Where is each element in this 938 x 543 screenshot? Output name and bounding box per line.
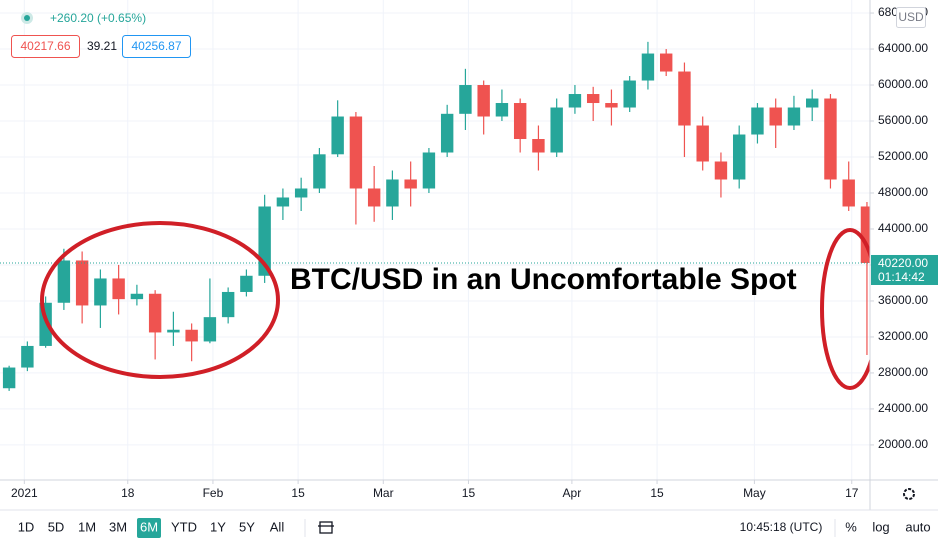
y-tick-label: 60000.00 <box>878 77 928 91</box>
x-tick-label: 15 <box>650 486 664 500</box>
candle-body <box>678 71 691 126</box>
currency: USD <box>898 10 924 24</box>
candle-body <box>422 152 436 189</box>
candle-body <box>623 80 636 108</box>
x-tick-label: Feb <box>203 486 224 500</box>
candle-body <box>185 329 198 342</box>
annotation-title: BTC/USD in an Uncomfortable Spot <box>290 263 797 296</box>
x-tick-label: Mar <box>373 486 394 500</box>
candle-body <box>532 139 545 153</box>
range-button[interactable]: 1M <box>78 519 96 534</box>
candle-body <box>386 179 399 207</box>
y-tick-label: 32000.00 <box>878 329 928 343</box>
candle-body <box>75 260 89 306</box>
candle-body <box>221 291 235 318</box>
range-button[interactable]: 1Y <box>210 519 226 534</box>
auto-toggle[interactable]: auto <box>905 519 930 534</box>
range-selected-bg <box>137 518 161 538</box>
range-button[interactable]: All <box>270 519 285 534</box>
candle-body <box>696 125 709 162</box>
x-tick-label: 18 <box>121 486 135 500</box>
candle-body <box>787 107 801 126</box>
candle-body <box>751 107 764 135</box>
candle-body <box>276 197 290 207</box>
candle-body <box>367 188 381 207</box>
candle-body <box>659 53 673 72</box>
candle-body <box>495 103 509 117</box>
currency-box[interactable] <box>896 7 926 28</box>
x-tick-label: 15 <box>462 486 476 500</box>
range-button[interactable]: 5D <box>48 519 65 534</box>
percent-toggle[interactable]: % <box>845 519 857 534</box>
log-toggle[interactable]: log <box>872 519 889 534</box>
x-tick-label: May <box>743 486 766 500</box>
price-change: +260.20 (+0.65%) <box>50 11 146 25</box>
y-tick-label: 48000.00 <box>878 185 928 199</box>
candle-body <box>732 134 746 180</box>
bid-price: 40217.66 <box>20 39 70 53</box>
range-button[interactable]: 1D <box>18 519 35 534</box>
candle-body <box>240 275 253 292</box>
candle-body <box>586 94 600 104</box>
candle-body <box>568 94 582 108</box>
ask-box[interactable] <box>122 35 191 58</box>
candle-body <box>805 98 819 108</box>
range-button[interactable]: 3M <box>109 519 127 534</box>
x-tick-label: Apr <box>563 486 582 500</box>
price-label: 40220.00 <box>878 256 928 270</box>
y-tick-label: 28000.00 <box>878 365 928 379</box>
candle-body <box>21 345 34 368</box>
x-tick-label: 2021 <box>11 486 38 500</box>
x-tick-label: 15 <box>291 486 305 500</box>
candle-body <box>130 293 144 300</box>
spread: 39.21 <box>87 39 117 53</box>
candle-body <box>513 103 527 140</box>
y-tick-label: 44000.00 <box>878 221 928 235</box>
candle-body <box>148 293 162 333</box>
price-countdown: 01:14:42 <box>878 270 925 284</box>
candle-body <box>94 278 107 306</box>
candle-body <box>769 107 782 126</box>
y-tick-label: 56000.00 <box>878 113 928 127</box>
y-tick-label: 20000.00 <box>878 437 928 451</box>
status-dot <box>24 15 30 21</box>
candle-body <box>714 161 728 180</box>
range-button[interactable]: 5Y <box>239 519 255 534</box>
settings-icon[interactable] <box>903 488 915 500</box>
candle-body <box>550 107 563 153</box>
candle-body <box>294 188 308 198</box>
y-tick-label: 36000.00 <box>878 293 928 307</box>
candle-body <box>459 85 472 114</box>
compare-icon[interactable] <box>318 521 334 534</box>
y-tick-label: 64000.00 <box>878 41 928 55</box>
candle-body <box>112 278 125 300</box>
compare-icon-box <box>319 521 333 534</box>
range-button[interactable]: 6M <box>140 519 158 534</box>
clock: 10:45:18 (UTC) <box>740 520 823 534</box>
candle-body <box>2 367 16 389</box>
y-tick-label: 52000.00 <box>878 149 928 163</box>
candle-body <box>477 85 490 117</box>
candle-body <box>203 317 217 342</box>
candle-body <box>167 329 180 333</box>
candle-body <box>404 179 417 189</box>
candle-body <box>313 154 326 189</box>
x-tick-label: 17 <box>845 486 859 500</box>
candle-body <box>349 116 363 189</box>
candle-body <box>605 103 618 108</box>
range-button[interactable]: YTD <box>171 519 197 534</box>
candle-body <box>440 113 454 153</box>
candle-body <box>842 179 855 207</box>
candle-body <box>641 53 655 81</box>
y-tick-label: 24000.00 <box>878 401 928 415</box>
annotation-ellipse <box>40 221 280 379</box>
price-label-box <box>871 254 938 285</box>
candle-body <box>331 116 344 155</box>
bid-box[interactable] <box>11 35 80 58</box>
ask-price: 40256.87 <box>131 39 181 53</box>
candle-body <box>57 260 71 303</box>
candle-body <box>824 98 837 180</box>
